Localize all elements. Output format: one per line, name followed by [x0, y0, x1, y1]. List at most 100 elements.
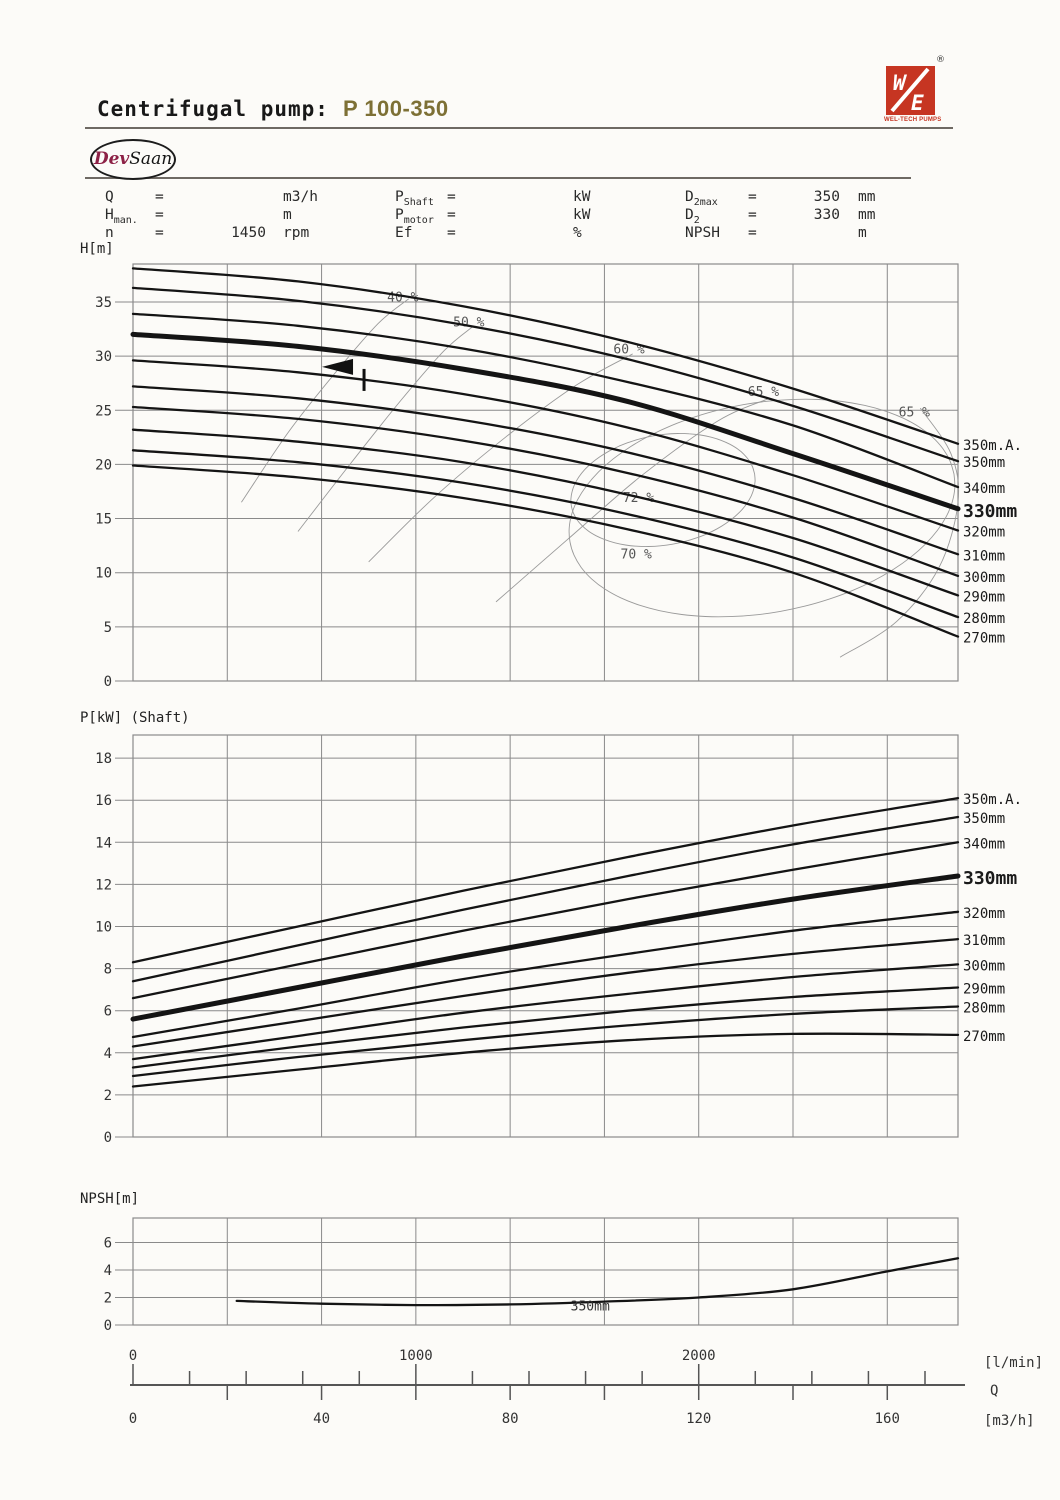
curve-label-350m.A.: 350m.A.	[963, 792, 1022, 808]
axis-quantity-label: Q	[990, 1383, 998, 1399]
y-tick-label: 14	[95, 835, 112, 851]
efficiency-label: 70 %	[621, 547, 652, 562]
weltech-logo-caption: WEL-TECH PUMPS	[884, 117, 942, 123]
y-tick-label: 10	[95, 920, 112, 936]
curve-270mm	[131, 1032, 960, 1088]
efficiency-contour	[495, 397, 770, 603]
curve-340mm	[131, 312, 960, 489]
parameters-table: Q = m3/h PShaft = kW D2max = 350 mm Hman. = m Pmotor =…	[0, 189, 1060, 245]
param-equals: =	[447, 189, 456, 205]
curve-label-350mm: 350mm	[963, 811, 1005, 827]
y-tick-label: 10	[95, 566, 112, 582]
page-title-text: Centrifugal pump:	[97, 97, 329, 121]
y-tick-label: 16	[95, 793, 112, 809]
curve-label-340mm: 340mm	[963, 836, 1005, 852]
npsh-curve-plot-border	[132, 1217, 959, 1326]
y-tick-label: 20	[95, 457, 112, 473]
m3h-tick-label: 0	[129, 1411, 137, 1427]
curve-310mm	[131, 385, 960, 556]
curve-350m.A.	[131, 796, 960, 964]
param-unit: m	[858, 225, 867, 241]
param-value: 350	[813, 189, 840, 205]
param-value: 330	[813, 207, 840, 223]
m3h-tick-label: 80	[502, 1411, 519, 1427]
curve-label-350mm: 350mm	[963, 455, 1005, 471]
curve-label-320mm: 320mm	[963, 906, 1005, 922]
devsaan-logo-dev: Dev	[93, 149, 130, 169]
y-tick-label: 35	[95, 295, 112, 311]
y-tick-label: 2	[104, 1291, 112, 1307]
curve-310mm	[131, 937, 960, 1048]
curve-280mm	[131, 1005, 960, 1078]
param-unit: m	[283, 207, 292, 223]
param-unit: mm	[858, 189, 876, 205]
efficiency-contour	[368, 353, 633, 563]
curve-label-290mm: 290mm	[963, 589, 1005, 605]
y-tick-label: 0	[104, 674, 112, 690]
y-tick-label: 0	[104, 1318, 112, 1334]
curve-label-330mm: 330mm	[963, 868, 1017, 889]
efficiency-label: 40 %	[387, 291, 418, 306]
curve-label-310mm: 310mm	[963, 548, 1005, 564]
param-equals: =	[748, 225, 757, 241]
curve-label-340mm: 340mm	[963, 481, 1005, 497]
m3h-tick-label: 120	[686, 1411, 711, 1427]
separator-line-top	[85, 127, 953, 129]
m3h-tick-label: 160	[875, 1411, 900, 1427]
svg-text:E: E	[911, 91, 924, 115]
param-symbol: NPSH	[685, 225, 720, 241]
param-unit: mm	[858, 207, 876, 223]
lmin-tick-label: 2000	[682, 1348, 716, 1364]
curve-label-300mm: 300mm	[963, 570, 1005, 586]
curve-label-330mm: 330mm	[963, 501, 1017, 522]
curve-label-270mm: 270mm	[963, 1029, 1005, 1045]
svg-text:W: W	[893, 71, 908, 95]
param-equals: =	[155, 225, 164, 241]
param-equals: =	[447, 207, 456, 223]
param-symbol: D2max	[685, 189, 718, 208]
param-symbol: Q	[105, 189, 114, 205]
curve-350m.A.	[131, 267, 960, 445]
param-symbol: Hman.	[105, 207, 138, 226]
param-unit: kW	[573, 189, 591, 205]
param-symbol: PShaft	[395, 189, 434, 208]
efficiency-contour	[241, 298, 410, 503]
efficiency-label: 50 %	[453, 316, 484, 331]
y-tick-label: 4	[104, 1046, 112, 1062]
curve-290mm	[131, 986, 960, 1069]
curve-330mm	[130, 331, 961, 512]
y-axis-label: NPSH[m]	[80, 1191, 139, 1207]
npsh-curve-label: 350mm	[571, 1300, 610, 1315]
efficiency-label: 65 %	[899, 405, 930, 420]
curve-label-280mm: 280mm	[963, 611, 1005, 627]
pump-model: P 100-350	[342, 96, 449, 121]
y-tick-label: 25	[95, 403, 112, 419]
curve-label-320mm: 320mm	[963, 524, 1005, 540]
weltech-logo-mark: W E	[885, 66, 935, 115]
axis-unit-m3h: [m3/h]	[984, 1413, 1035, 1429]
param-equals: =	[155, 189, 164, 205]
separator-line-bottom	[85, 177, 911, 179]
curve-label-270mm: 270mm	[963, 631, 1005, 647]
param-unit: m3/h	[283, 189, 318, 205]
head-flow-curves-plot-border	[132, 263, 959, 682]
curve-350mm	[235, 1257, 960, 1307]
curve-290mm	[131, 428, 960, 597]
axis-unit-lmin: [l/min]	[984, 1355, 1043, 1371]
efficiency-contour	[297, 326, 473, 532]
y-tick-label: 8	[104, 962, 112, 978]
y-tick-label: 5	[104, 620, 112, 636]
param-symbol: Ef	[395, 225, 413, 241]
y-tick-label: 6	[104, 1236, 112, 1252]
param-value: 1450	[231, 225, 266, 241]
registered-trademark-symbol: ®	[936, 55, 945, 65]
curve-300mm	[131, 405, 960, 578]
y-tick-label: 12	[95, 877, 112, 893]
curve-label-350m.A.: 350m.A.	[963, 438, 1022, 454]
y-tick-label: 30	[95, 349, 112, 365]
weltech-logo: W E WEL-TECH PUMPS	[884, 66, 942, 123]
efficiency-label: 60 %	[613, 343, 644, 358]
devsaan-logo: Dev Saan	[90, 139, 176, 180]
y-tick-label: 4	[104, 1263, 112, 1279]
param-equals: =	[748, 207, 757, 223]
